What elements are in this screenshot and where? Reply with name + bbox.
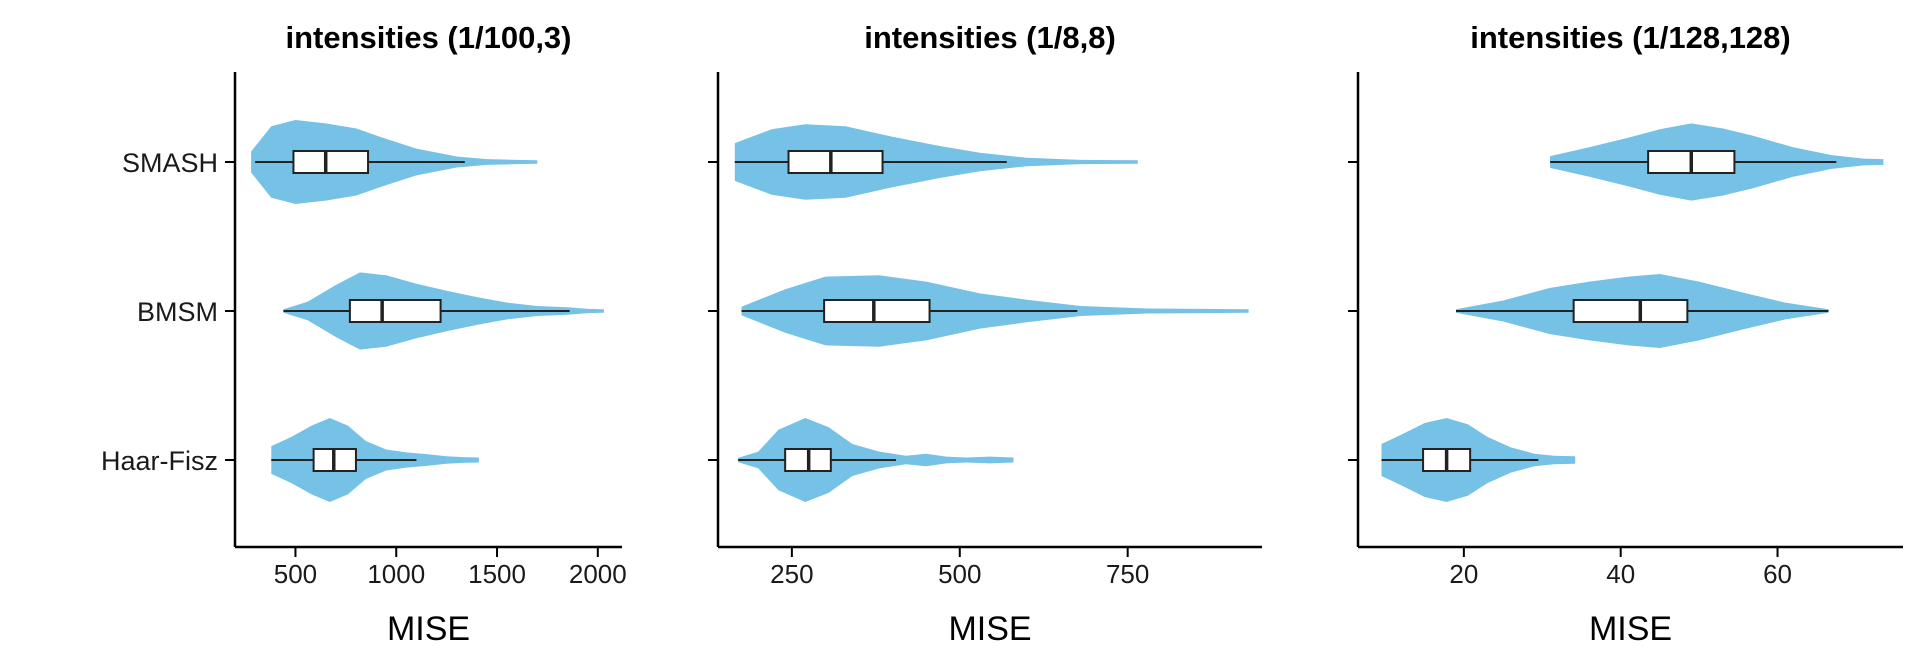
chart-panel: intensities (1/8,8) 250 500 750 MISE: [708, 20, 1262, 648]
x-tick-label: 2000: [569, 559, 627, 589]
chart-panel: intensities (1/128,128) 20 40 60 MISE: [1348, 20, 1903, 648]
panel-title: intensities (1/128,128): [1470, 20, 1791, 55]
box-smash: [787, 150, 884, 174]
box-smash: [292, 150, 370, 174]
x-axis-title: MISE: [1589, 610, 1672, 648]
panel-title: intensities (1/100,3): [285, 20, 571, 55]
box-bmsm: [348, 299, 442, 323]
x-tick-label: 40: [1606, 559, 1635, 589]
x-tick-label: 1500: [468, 559, 526, 589]
category-label: SMASH: [122, 148, 218, 178]
x-axis-title: MISE: [948, 610, 1031, 648]
box-bmsm: [1572, 299, 1689, 323]
panel-title: intensities (1/8,8): [864, 20, 1116, 55]
category-label: Haar-Fisz: [101, 446, 218, 476]
x-tick-label: 60: [1763, 559, 1792, 589]
x-tick-label: 500: [274, 559, 317, 589]
x-tick-label: 1000: [367, 559, 425, 589]
chart-panel: intensities (1/100,3) SMASH BMSM Haar-Fisz 5…: [101, 20, 627, 648]
category-label: BMSM: [137, 297, 218, 327]
x-axis-title: MISE: [387, 610, 470, 648]
box-bmsm: [823, 299, 931, 323]
x-tick-label: 20: [1449, 559, 1478, 589]
x-tick-label: 750: [1106, 559, 1149, 589]
x-tick-label: 500: [938, 559, 981, 589]
x-tick-label: 250: [770, 559, 813, 589]
